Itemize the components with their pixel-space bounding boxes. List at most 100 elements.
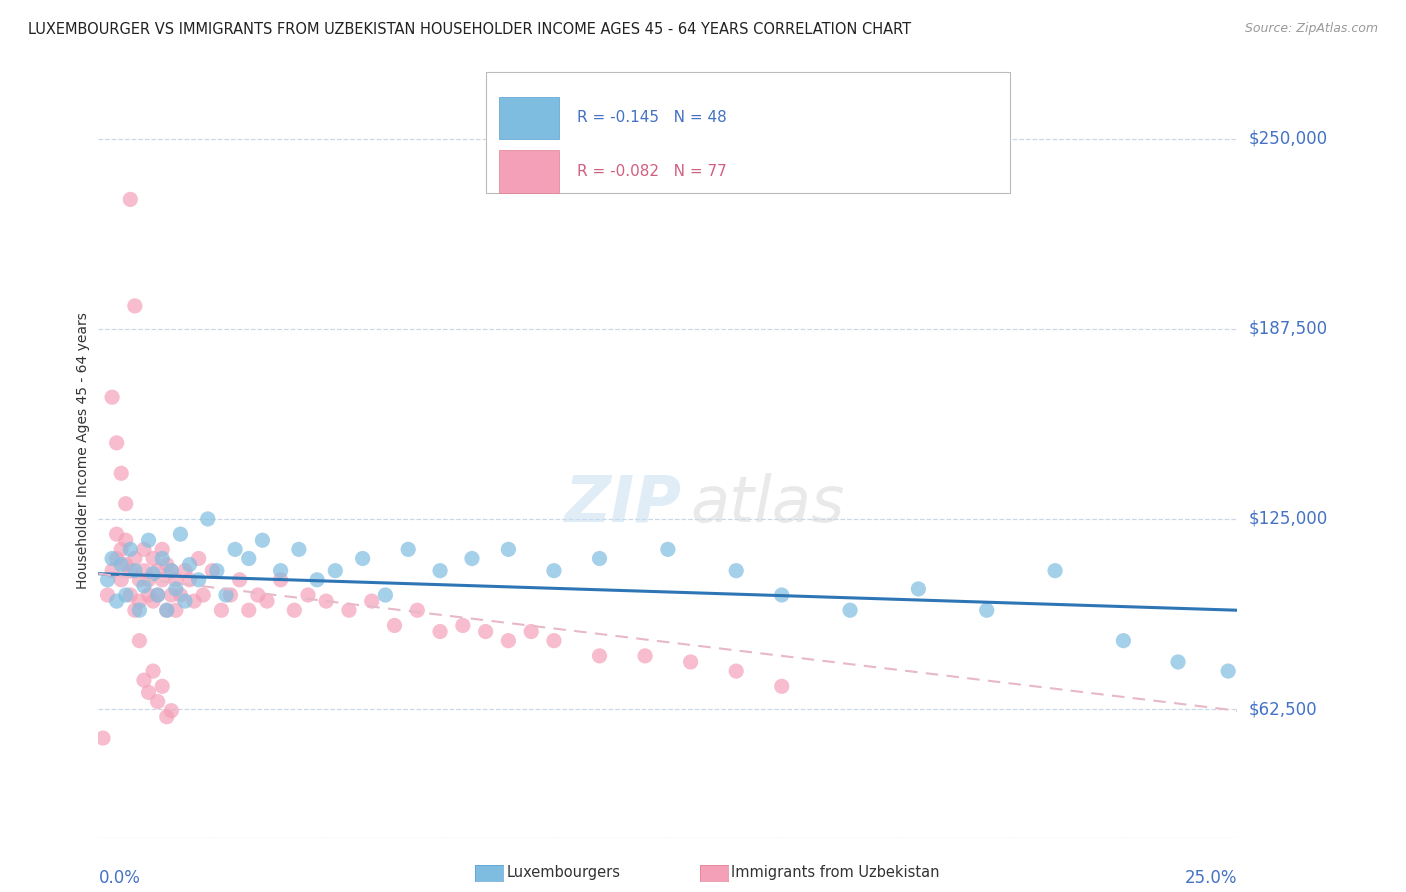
- Point: [160, 564, 183, 578]
- Point: [498, 633, 520, 648]
- Point: [142, 664, 165, 678]
- Point: [124, 551, 146, 566]
- Point: [150, 551, 173, 566]
- Point: [105, 551, 128, 566]
- Point: [165, 582, 187, 596]
- Point: [360, 594, 382, 608]
- Point: [374, 588, 396, 602]
- Text: $250,000: $250,000: [1249, 129, 1327, 147]
- Point: [679, 655, 702, 669]
- Point: [451, 618, 474, 632]
- Point: [725, 664, 748, 678]
- Point: [543, 564, 565, 578]
- Point: [150, 679, 173, 693]
- Text: LUXEMBOURGER VS IMMIGRANTS FROM UZBEKISTAN HOUSEHOLDER INCOME AGES 45 - 64 YEARS: LUXEMBOURGER VS IMMIGRANTS FROM UZBEKIST…: [28, 22, 911, 37]
- Point: [1218, 664, 1240, 678]
- Point: [187, 551, 209, 566]
- Point: [110, 573, 132, 587]
- Point: [634, 648, 657, 663]
- Point: [315, 594, 337, 608]
- Text: $125,000: $125,000: [1249, 510, 1327, 528]
- Point: [657, 542, 679, 557]
- Point: [110, 558, 132, 572]
- Point: [907, 582, 929, 596]
- Point: [323, 564, 346, 578]
- Point: [352, 551, 374, 566]
- Point: [197, 512, 219, 526]
- Point: [105, 435, 128, 450]
- Point: [128, 603, 150, 617]
- Point: [114, 558, 136, 572]
- Point: [124, 603, 146, 617]
- Point: [396, 542, 419, 557]
- Point: [128, 573, 150, 587]
- Point: [124, 299, 146, 313]
- Point: [307, 573, 329, 587]
- Point: [474, 624, 496, 639]
- Point: [132, 673, 155, 688]
- Point: [174, 564, 197, 578]
- Point: [105, 594, 128, 608]
- Point: [138, 588, 160, 602]
- Text: Luxembourgers: Luxembourgers: [506, 865, 620, 880]
- Point: [146, 564, 169, 578]
- Point: [114, 533, 136, 548]
- Text: $62,500: $62,500: [1249, 700, 1317, 718]
- FancyBboxPatch shape: [485, 71, 1010, 194]
- Point: [160, 588, 183, 602]
- Point: [128, 633, 150, 648]
- Point: [101, 551, 124, 566]
- Text: 25.0%: 25.0%: [1185, 869, 1237, 887]
- Point: [1112, 633, 1135, 648]
- Point: [215, 588, 238, 602]
- Point: [238, 603, 260, 617]
- Point: [165, 603, 187, 617]
- Point: [588, 648, 610, 663]
- Point: [169, 588, 191, 602]
- Point: [498, 542, 520, 557]
- Point: [146, 588, 169, 602]
- Point: [384, 618, 406, 632]
- Point: [160, 564, 183, 578]
- Point: [96, 588, 118, 602]
- Point: [174, 594, 197, 608]
- Point: [205, 564, 228, 578]
- Point: [283, 603, 305, 617]
- Point: [1167, 655, 1189, 669]
- Point: [150, 542, 173, 557]
- Point: [976, 603, 998, 617]
- Point: [142, 551, 165, 566]
- Point: [120, 564, 142, 578]
- Point: [101, 390, 124, 404]
- Text: ZIP: ZIP: [565, 473, 682, 534]
- Text: R = -0.145   N = 48: R = -0.145 N = 48: [576, 111, 727, 126]
- Point: [270, 573, 292, 587]
- Point: [1043, 564, 1066, 578]
- Point: [96, 573, 118, 587]
- Point: [91, 731, 114, 745]
- Text: R = -0.082   N = 77: R = -0.082 N = 77: [576, 164, 727, 179]
- Point: [156, 710, 179, 724]
- Point: [146, 588, 169, 602]
- Point: [142, 594, 165, 608]
- Point: [187, 573, 209, 587]
- Point: [193, 588, 215, 602]
- Point: [406, 603, 429, 617]
- Point: [128, 594, 150, 608]
- Point: [725, 564, 748, 578]
- Point: [146, 694, 169, 708]
- Text: 0.0%: 0.0%: [98, 869, 141, 887]
- Point: [543, 633, 565, 648]
- Bar: [499, 96, 558, 139]
- Point: [246, 588, 269, 602]
- Point: [132, 564, 155, 578]
- Text: atlas: atlas: [690, 473, 845, 534]
- Point: [120, 588, 142, 602]
- Point: [156, 603, 179, 617]
- Point: [179, 558, 201, 572]
- Point: [101, 564, 124, 578]
- Point: [520, 624, 543, 639]
- Point: [132, 542, 155, 557]
- Point: [150, 573, 173, 587]
- Point: [169, 527, 191, 541]
